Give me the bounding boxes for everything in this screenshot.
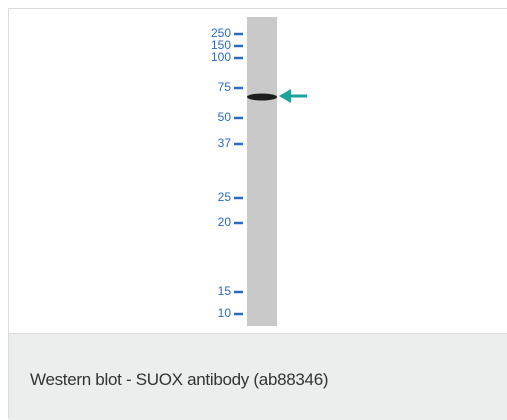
arrow [279,89,307,103]
lane [247,17,277,326]
marker-label: 20 [218,215,232,229]
page: 25015010075503725201510 Western blot - S… [0,0,507,419]
marker-label: 10 [218,306,232,320]
marker-label: 50 [218,110,232,124]
marker-label: 100 [211,50,231,64]
marker-label: 25 [218,190,232,204]
caption: Western blot - SUOX antibody (ab88346) [30,370,328,390]
marker-label: 15 [218,284,232,298]
band [247,94,277,101]
marker-label: 37 [218,136,232,150]
marker-label: 75 [218,80,232,94]
caption-box: Western blot - SUOX antibody (ab88346) [9,333,507,420]
